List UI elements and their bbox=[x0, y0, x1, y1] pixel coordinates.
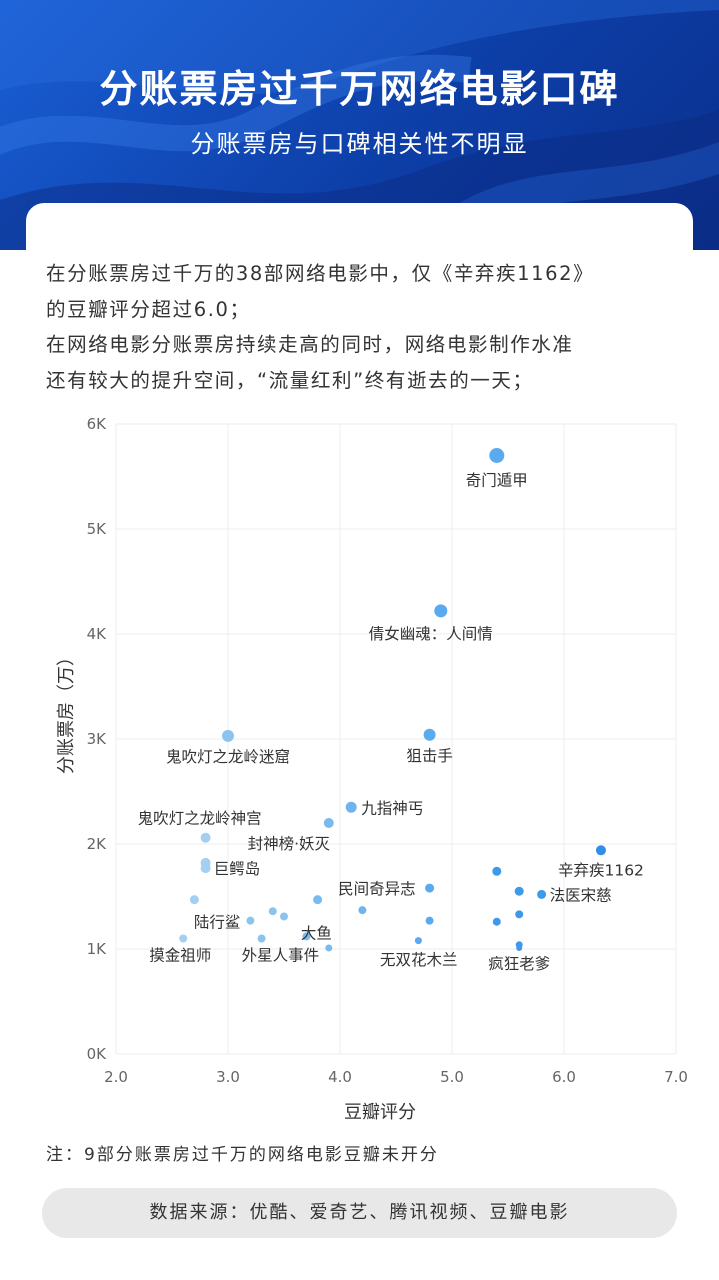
data-point bbox=[414, 937, 422, 945]
x-axis-title: 豆瓣评分 bbox=[344, 1102, 416, 1123]
data-point bbox=[222, 729, 234, 742]
data-point bbox=[425, 916, 434, 925]
y-tick-label: 3K bbox=[87, 730, 108, 748]
x-tick-label: 2.0 bbox=[104, 1068, 128, 1086]
data-label: 鬼吹灯之龙岭迷窟 bbox=[166, 748, 290, 766]
data-label: 民间奇异志 bbox=[338, 880, 416, 898]
data-point bbox=[489, 448, 505, 463]
data-point bbox=[423, 728, 436, 741]
data-label: 九指神丐 bbox=[361, 799, 423, 817]
data-label: 奇门遁甲 bbox=[466, 472, 528, 490]
description: 在分账票房过千万的38部网络电影中，仅《辛弃疾1162》 的豆瓣评分超过6.0；… bbox=[46, 256, 686, 398]
data-label: 封神榜·妖灭 bbox=[248, 835, 331, 853]
data-point bbox=[323, 818, 334, 828]
description-line: 还有较大的提升空间，“流量红利”终有逝去的一天； bbox=[46, 368, 534, 392]
data-point bbox=[280, 912, 288, 921]
x-tick-label: 5.0 bbox=[440, 1068, 464, 1086]
footnote: 注：9部分账票房过千万的网络电影豆瓣未开分 bbox=[46, 1145, 439, 1165]
x-tick-label: 3.0 bbox=[216, 1068, 240, 1086]
y-tick-label: 0K bbox=[87, 1045, 108, 1063]
description-line: 在网络电影分账票房持续走高的同时，网络电影制作水准 bbox=[46, 333, 574, 356]
data-point bbox=[434, 604, 448, 618]
data-point bbox=[595, 845, 606, 856]
y-tick-label: 5K bbox=[87, 520, 108, 538]
page-title: 分账票房过千万网络电影口碑 bbox=[99, 67, 620, 111]
scatter-chart: 2.0 3.0 4.0 5.0 6.0 7.0 0K 1K 2K 3K 4K 5K 6K 豆瓣评分 分账票房… bbox=[56, 415, 688, 1123]
data-point bbox=[302, 932, 311, 941]
data-label: 鬼吹灯之龙岭神宫 bbox=[138, 810, 262, 828]
data-point bbox=[345, 801, 357, 813]
y-tick-label: 2K bbox=[87, 835, 108, 853]
data-point bbox=[189, 895, 199, 905]
description-line: 的豆瓣评分超过6.0； bbox=[46, 297, 251, 321]
data-point bbox=[257, 934, 266, 943]
data-label: 陆行鲨 bbox=[194, 914, 241, 932]
x-tick-label: 7.0 bbox=[664, 1068, 688, 1086]
data-label: 辛弃疾1162 bbox=[558, 861, 644, 879]
data-label: 狙击手 bbox=[406, 747, 453, 765]
data-point bbox=[325, 944, 333, 952]
data-point bbox=[516, 944, 523, 951]
data-label: 法医宋慈 bbox=[550, 886, 612, 904]
y-axis-title: 分账票房（万） bbox=[56, 648, 77, 774]
data-point bbox=[246, 916, 255, 925]
data-label: 倩女幽魂：人间情 bbox=[369, 624, 493, 643]
data-label: 大鱼 bbox=[301, 924, 332, 942]
data-point bbox=[268, 907, 277, 916]
y-tick-label: 1K bbox=[87, 940, 108, 958]
data-point bbox=[514, 886, 524, 896]
data-point bbox=[179, 934, 188, 943]
y-tick-label: 4K bbox=[87, 625, 108, 643]
data-point bbox=[425, 883, 435, 893]
data-point bbox=[492, 866, 502, 876]
x-tick-label: 6.0 bbox=[552, 1068, 576, 1086]
data-point bbox=[200, 863, 211, 874]
data-label: 外星人事件 bbox=[242, 947, 320, 965]
data-point bbox=[492, 917, 501, 926]
data-label: 无双花木兰 bbox=[380, 951, 458, 969]
data-point bbox=[515, 910, 524, 919]
data-point bbox=[537, 889, 547, 899]
description-line: 在分账票房过千万的38部网络电影中，仅《辛弃疾1162》 bbox=[46, 262, 595, 285]
data-point bbox=[200, 832, 211, 843]
y-tick-label: 6K bbox=[87, 415, 108, 433]
data-point bbox=[313, 895, 323, 905]
data-label: 巨鳄岛 bbox=[214, 860, 261, 878]
content-card bbox=[26, 203, 693, 1280]
page-subtitle: 分账票房与口碑相关性不明显 bbox=[190, 130, 529, 158]
data-source-pill: 数据来源：优酷、爱奇艺、腾讯视频、豆瓣电影 bbox=[42, 1188, 677, 1238]
data-label: 疯狂老爹 bbox=[488, 955, 550, 973]
data-point bbox=[358, 906, 367, 915]
x-tick-label: 4.0 bbox=[328, 1068, 352, 1086]
data-label: 摸金祖师 bbox=[149, 947, 211, 965]
